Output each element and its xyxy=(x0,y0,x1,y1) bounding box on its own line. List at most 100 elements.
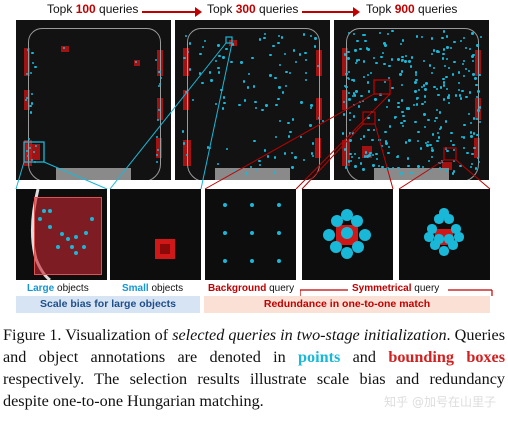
query-point xyxy=(431,133,435,136)
query-point xyxy=(300,101,303,104)
query-point xyxy=(363,135,366,138)
query-point xyxy=(281,36,284,39)
query-point xyxy=(223,101,226,104)
query-point xyxy=(278,119,281,122)
query-point xyxy=(278,86,281,89)
query-point xyxy=(158,71,161,74)
query-point xyxy=(412,103,415,106)
query-point xyxy=(222,56,225,59)
query-point xyxy=(184,34,188,38)
query-point xyxy=(432,49,435,52)
query-point xyxy=(217,66,220,70)
query-point xyxy=(384,130,387,134)
query-point xyxy=(445,35,449,38)
bracket-lines xyxy=(300,289,493,296)
query-point xyxy=(208,71,212,74)
query-point xyxy=(231,43,235,46)
query-point xyxy=(430,52,434,56)
query-point xyxy=(462,36,465,39)
query-point xyxy=(452,148,456,152)
query-point xyxy=(366,73,370,77)
query-point xyxy=(385,142,388,145)
query-point xyxy=(435,87,439,91)
query-point xyxy=(473,146,476,150)
query-point xyxy=(462,136,466,139)
query-point xyxy=(356,40,359,43)
query-point xyxy=(437,93,440,97)
query-point xyxy=(366,155,369,158)
query-point xyxy=(83,230,89,236)
query-point xyxy=(436,131,440,134)
query-point xyxy=(475,167,478,170)
query-point xyxy=(385,105,389,109)
query-point xyxy=(407,164,410,167)
query-point xyxy=(283,52,287,56)
query-point xyxy=(454,94,458,97)
query-point xyxy=(347,71,351,74)
phone-base xyxy=(374,168,449,180)
query-point xyxy=(399,42,403,46)
query-point xyxy=(367,48,370,51)
symmetric-query-point xyxy=(330,241,342,253)
query-point xyxy=(464,46,467,50)
query-point xyxy=(351,132,355,135)
query-point xyxy=(254,106,258,110)
query-point xyxy=(291,151,294,155)
query-point xyxy=(309,34,313,37)
query-point xyxy=(397,101,400,105)
query-point xyxy=(414,120,417,124)
query-point xyxy=(430,37,433,40)
query-point xyxy=(347,57,350,60)
query-point xyxy=(445,169,448,172)
query-point xyxy=(401,111,404,114)
phone-outline xyxy=(346,28,479,180)
query-point xyxy=(266,155,269,158)
query-point xyxy=(364,151,368,154)
query-point xyxy=(343,53,347,56)
query-point xyxy=(391,29,394,32)
zoom-small-objects xyxy=(110,189,201,280)
query-point xyxy=(275,103,278,107)
query-point xyxy=(263,149,267,152)
query-point xyxy=(446,46,449,49)
query-point xyxy=(447,96,450,100)
query-point xyxy=(345,85,348,89)
query-point xyxy=(462,59,466,63)
query-point xyxy=(472,132,476,135)
query-point xyxy=(269,54,272,57)
query-point xyxy=(423,125,426,128)
query-point xyxy=(159,82,162,85)
query-point xyxy=(401,124,405,128)
scale-bias-bar: Scale bias for large objects xyxy=(16,296,200,313)
query-point xyxy=(425,82,428,85)
query-point xyxy=(369,71,373,74)
query-point xyxy=(73,250,79,256)
query-point xyxy=(347,31,351,35)
query-point xyxy=(283,152,286,155)
query-point xyxy=(453,40,456,44)
query-point xyxy=(431,149,434,152)
query-point xyxy=(30,93,33,96)
query-point xyxy=(317,116,321,120)
label-large-objects: Large objects xyxy=(27,283,89,294)
query-point xyxy=(155,154,158,157)
query-point xyxy=(134,60,138,64)
query-point xyxy=(181,130,185,133)
query-point xyxy=(252,85,255,88)
query-point xyxy=(387,151,390,154)
query-point xyxy=(433,86,436,89)
topk-900-label: Topk 900 queries xyxy=(366,2,458,16)
query-point xyxy=(415,103,419,106)
query-point xyxy=(436,139,439,143)
query-point xyxy=(282,91,285,94)
phone-outline xyxy=(28,28,161,180)
query-point xyxy=(344,166,348,169)
arrow-right-icon xyxy=(142,7,202,17)
query-point xyxy=(28,146,32,150)
query-point xyxy=(374,98,377,101)
query-point xyxy=(415,73,418,77)
query-point xyxy=(476,44,479,47)
annotation-box xyxy=(474,138,480,158)
query-point xyxy=(245,172,248,175)
symmetric-query-point xyxy=(434,214,444,224)
